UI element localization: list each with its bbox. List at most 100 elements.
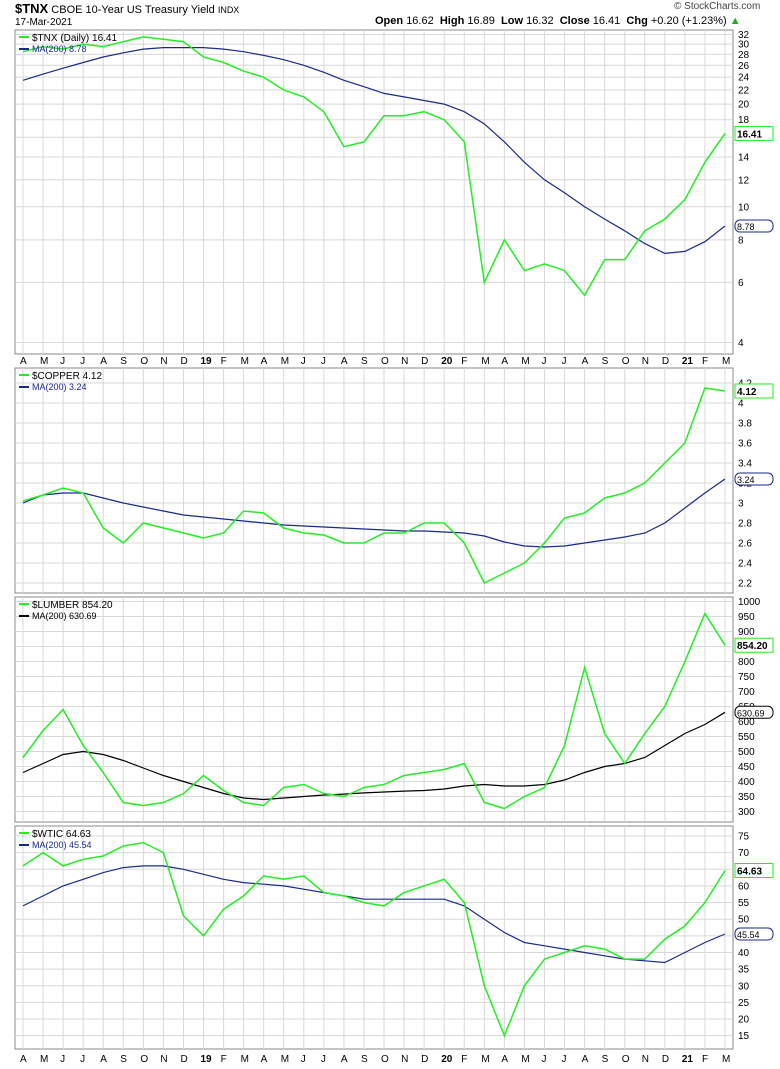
y-tick-label: 2.8 — [738, 519, 752, 530]
x-tick-label: J — [301, 356, 306, 367]
x-tick-label: A — [20, 356, 27, 367]
x-tick-label: 21 — [682, 1054, 694, 1065]
y-tick-label: 8 — [738, 235, 744, 246]
ma-series-line — [22, 865, 726, 964]
x-tick-label: D — [662, 1054, 669, 1065]
x-tick-label: J — [321, 1054, 326, 1065]
x-tick-label: M — [481, 356, 489, 367]
panel-frame — [14, 825, 734, 1050]
last-price-value: 854.20 — [737, 641, 768, 652]
x-tick-label: 19 — [201, 356, 213, 367]
x-tick-label: M — [722, 356, 730, 367]
x-tick-label: S — [602, 356, 609, 367]
x-tick-label: D — [662, 356, 669, 367]
price-series-line — [22, 841, 726, 1038]
legend-price-label: $COPPER 4.12 — [32, 371, 102, 382]
y-tick-label: 6 — [738, 278, 744, 289]
y-tick-label: 35 — [738, 965, 750, 976]
last-ma-value: 8.78 — [737, 222, 755, 232]
y-tick-label: 32 — [738, 30, 750, 41]
y-tick-label: 3 — [738, 499, 744, 510]
y-tick-label: 20 — [738, 1015, 750, 1026]
y-tick-label: 3.6 — [738, 439, 752, 450]
low-value: 16.32 — [526, 15, 554, 27]
y-tick-label: 24 — [738, 73, 750, 84]
y-tick-label: 800 — [738, 657, 755, 668]
x-tick-label: J — [562, 1054, 567, 1065]
x-tick-label: M — [281, 356, 289, 367]
y-tick-label: 750 — [738, 672, 755, 683]
y-tick-label: 500 — [738, 747, 755, 758]
legend-ma-label: MA(200) 3.24 — [32, 382, 87, 392]
y-tick-label: 25 — [738, 998, 750, 1009]
ma-series-line — [22, 711, 726, 801]
x-tick-label: 20 — [441, 356, 453, 367]
y-tick-label: 3.4 — [738, 459, 752, 470]
last-ma-tag — [734, 219, 774, 233]
x-tick-label: N — [401, 356, 408, 367]
x-tick-label: M — [40, 1054, 48, 1065]
x-tick-label: N — [160, 356, 167, 367]
legend-price-label: $WTIC 64.63 — [32, 829, 91, 840]
x-tick-label: 19 — [201, 1054, 213, 1065]
ohlc-readout: Open 16.62 High 16.89 Low 16.32 Close 16… — [375, 15, 741, 27]
last-ma-tag — [734, 927, 774, 941]
x-tick-label: F — [702, 356, 708, 367]
x-tick-label: S — [361, 1054, 368, 1065]
x-tick-label: N — [642, 1054, 649, 1065]
x-tick-label: O — [381, 356, 389, 367]
x-tick-label: M — [521, 356, 529, 367]
y-tick-label: 14 — [738, 152, 750, 163]
last-ma-value: 630.69 — [737, 708, 765, 718]
y-tick-label: 28 — [738, 50, 750, 61]
y-tick-label: 300 — [738, 807, 755, 818]
x-tick-label: S — [120, 356, 127, 367]
x-tick-label: N — [401, 1054, 408, 1065]
chart-date: 17-Mar-2021 — [15, 17, 73, 28]
x-tick-label: A — [100, 1054, 107, 1065]
x-tick-label: J — [541, 1054, 546, 1065]
last-ma-tag — [734, 705, 774, 719]
y-tick-label: 4 — [738, 399, 744, 410]
legend-ma-label: MA(200) 45.54 — [32, 840, 92, 850]
x-tick-label: A — [20, 1054, 27, 1065]
y-tick-label: 700 — [738, 687, 755, 698]
legend-price-label: $TNX (Daily) 16.41 — [32, 33, 117, 44]
last-price-value: 64.63 — [737, 867, 762, 878]
last-ma-value: 3.24 — [737, 475, 755, 485]
y-tick-label: 2.6 — [738, 539, 752, 550]
ma-series-line — [22, 46, 726, 255]
low-label: Low — [501, 15, 524, 27]
last-ma-value: 45.54 — [737, 930, 760, 940]
y-tick-label: 400 — [738, 777, 755, 788]
x-tick-label: F — [221, 1054, 227, 1065]
y-tick-label: 55 — [738, 898, 750, 909]
x-tick-label: N — [642, 356, 649, 367]
x-tick-label: S — [361, 356, 368, 367]
x-tick-label: A — [501, 356, 508, 367]
x-tick-label: F — [221, 356, 227, 367]
x-tick-label: 21 — [682, 356, 694, 367]
x-tick-label: J — [60, 1054, 65, 1065]
x-tick-label: J — [541, 356, 546, 367]
y-tick-label: 18 — [738, 115, 750, 126]
y-tick-label: 1000 — [738, 597, 761, 608]
x-tick-label: A — [582, 1054, 589, 1065]
legend-price-label: $LUMBER 854.20 — [32, 600, 113, 611]
x-tick-label: M — [481, 1054, 489, 1065]
high-value: 16.89 — [467, 15, 495, 27]
x-tick-label: J — [80, 1054, 85, 1065]
y-tick-label: 550 — [738, 732, 755, 743]
high-label: High — [439, 15, 465, 27]
panel-frame — [14, 596, 734, 823]
x-tick-label: A — [341, 356, 348, 367]
y-tick-label: 26 — [738, 61, 750, 72]
last-price-value: 4.12 — [737, 387, 757, 398]
y-tick-label: 22 — [738, 86, 750, 97]
y-tick-label: 30 — [738, 981, 750, 992]
x-tick-label: A — [582, 356, 589, 367]
y-tick-label: 50 — [738, 915, 750, 926]
x-tick-label: O — [622, 356, 630, 367]
open-label: Open — [375, 15, 404, 27]
up-arrow-icon: ▲ — [729, 15, 741, 27]
